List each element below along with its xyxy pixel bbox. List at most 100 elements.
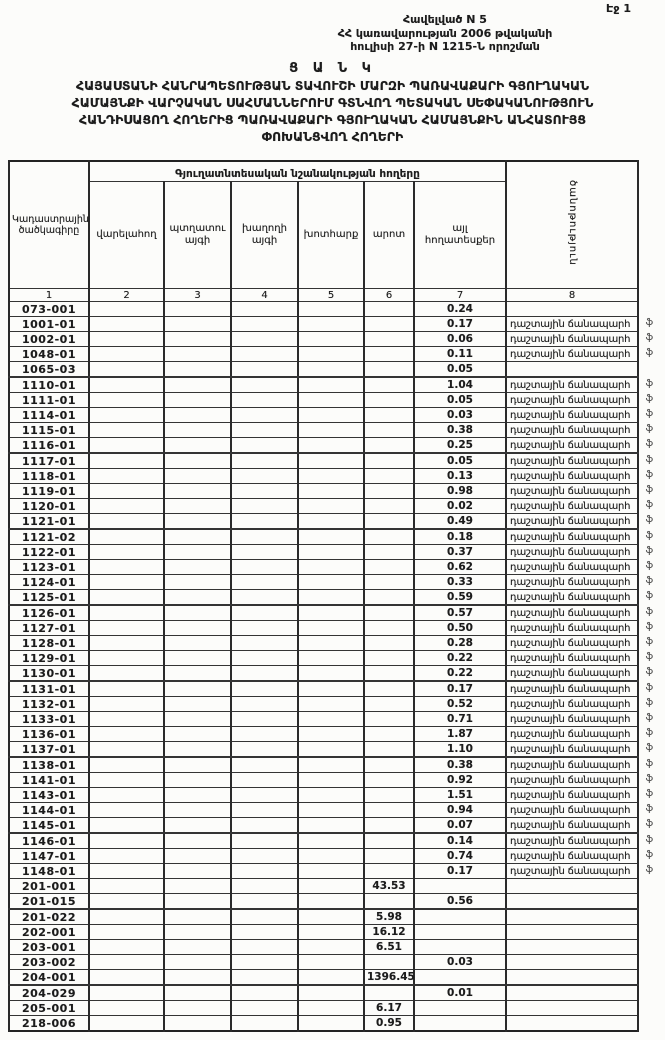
orchard-cell xyxy=(163,437,232,454)
header-note: ծանոթություն xyxy=(505,160,640,289)
orchard-cell xyxy=(163,787,232,803)
arable-cell xyxy=(88,863,165,879)
note-cell: դաշտային ճանապարհ ֆ xyxy=(505,331,653,347)
arable-cell xyxy=(88,756,165,773)
table-row: 204-029 0.01 xyxy=(8,984,640,1001)
hayfield-cell xyxy=(297,954,365,970)
note-cell: դաշտային ճանապարհ ֆ xyxy=(505,407,653,423)
other-lands-cell: 0.07 xyxy=(412,817,508,834)
cadastral-code-cell: 1122-01 xyxy=(8,544,90,560)
margin-artifact-mark: ֆ xyxy=(645,455,654,465)
arable-cell xyxy=(88,620,165,636)
other-lands-cell xyxy=(412,969,508,986)
other-lands-cell: 0.71 xyxy=(412,711,508,727)
land-transfer-table: Կադաստրային ծածկագիրը Գյուղատնտեսական նշ… xyxy=(8,160,653,1032)
arable-cell xyxy=(88,301,165,317)
margin-artifact-mark: ֆ xyxy=(645,333,654,343)
orchard-cell xyxy=(163,817,232,834)
pasture-cell xyxy=(363,407,415,423)
vineyard-cell xyxy=(230,498,299,514)
cadastral-code-cell: 1137-01 xyxy=(8,741,90,758)
margin-artifact-mark: ֆ xyxy=(645,561,654,571)
orchard-cell xyxy=(163,984,232,1001)
note-cell: դաշտային ճանապարհ ֆ xyxy=(505,498,653,514)
note-cell: դաշտային ճանապարհ ֆ xyxy=(505,544,653,560)
vineyard-cell xyxy=(230,513,299,530)
cadastral-code-cell: 201-015 xyxy=(8,893,90,910)
cadastral-code-cell: 1148-01 xyxy=(8,863,90,879)
margin-artifact-mark: ֆ xyxy=(645,515,654,525)
orchard-cell xyxy=(163,301,232,317)
hayfield-cell xyxy=(297,787,365,803)
pasture-cell xyxy=(363,437,415,454)
pasture-cell xyxy=(363,513,415,530)
table-row: 201-022 5.98 xyxy=(8,908,640,925)
pasture-cell xyxy=(363,635,415,651)
table-header: Կադաստրային ծածկագիրը Գյուղատնտեսական նշ… xyxy=(8,160,640,302)
note-cell: դաշտային ճանապարհ ֆ xyxy=(505,772,653,788)
orchard-cell xyxy=(163,969,232,986)
orchard-cell xyxy=(163,954,232,970)
pasture-cell xyxy=(363,376,415,393)
table-row: 1130-01 0.22 դաշտային ճանապարհ ֆ xyxy=(8,665,653,682)
arable-cell xyxy=(88,711,165,727)
pasture-cell xyxy=(363,346,415,362)
pasture-cell: 5.98 xyxy=(363,908,415,925)
table-row: 1144-01 0.94 դաշտային ճանապարհ ֆ xyxy=(8,802,653,818)
arable-cell xyxy=(88,316,165,332)
cadastral-code-cell: 1123-01 xyxy=(8,559,90,575)
arable-cell xyxy=(88,802,165,818)
other-lands-cell: 0.22 xyxy=(412,665,508,682)
arable-cell xyxy=(88,969,165,986)
column-number: 2 xyxy=(88,288,165,302)
table-row: 203-001 6.51 xyxy=(8,939,640,955)
orchard-cell xyxy=(163,756,232,773)
table-row: 1121-01 0.49 դաշտային ճանապարհ ֆ xyxy=(8,513,653,530)
arable-cell xyxy=(88,726,165,742)
vineyard-cell xyxy=(230,665,299,682)
other-lands-cell xyxy=(412,878,508,894)
note-cell: դաշտային ճանապարհ ֆ xyxy=(505,726,653,742)
cadastral-code-cell: 1130-01 xyxy=(8,665,90,682)
other-lands-cell: 0.05 xyxy=(412,361,508,378)
table-row: 1143-01 1.51 դաշտային ճանապարհ ֆ xyxy=(8,787,653,803)
orchard-cell xyxy=(163,498,232,514)
pasture-cell xyxy=(363,392,415,408)
note-cell: դաշտային ճանապարհ ֆ xyxy=(505,376,653,393)
cadastral-code-cell: 1138-01 xyxy=(8,756,90,773)
note-cell xyxy=(505,954,640,970)
margin-artifact-mark: ֆ xyxy=(645,835,654,845)
note-cell: դաշտային ճանապարհ ֆ xyxy=(505,650,653,666)
table-row: 1132-01 0.52 դաշտային ճանապարհ ֆ xyxy=(8,696,653,712)
note-cell xyxy=(505,908,640,925)
cadastral-code-cell: 201-001 xyxy=(8,878,90,894)
orchard-cell xyxy=(163,711,232,727)
note-cell: դաշտային ճանապարհ ֆ xyxy=(505,741,653,758)
note-cell: դաշտային ճանապարհ ֆ xyxy=(505,802,653,818)
hayfield-cell xyxy=(297,392,365,408)
vineyard-cell xyxy=(230,392,299,408)
orchard-cell xyxy=(163,802,232,818)
pasture-cell xyxy=(363,680,415,697)
header-hayfield: խոտհարք xyxy=(297,181,365,289)
vineyard-cell xyxy=(230,407,299,423)
other-lands-cell: 0.22 xyxy=(412,650,508,666)
cadastral-code-cell: 1147-01 xyxy=(8,848,90,864)
arable-cell xyxy=(88,483,165,499)
hayfield-cell xyxy=(297,680,365,697)
pasture-cell xyxy=(363,574,415,590)
arable-cell xyxy=(88,468,165,484)
cadastral-code-cell: 1145-01 xyxy=(8,817,90,834)
orchard-cell xyxy=(163,908,232,925)
vineyard-cell xyxy=(230,908,299,925)
vineyard-cell xyxy=(230,696,299,712)
other-lands-cell: 0.01 xyxy=(412,984,508,1001)
vineyard-cell xyxy=(230,361,299,378)
hayfield-cell xyxy=(297,301,365,317)
orchard-cell xyxy=(163,680,232,697)
arable-cell xyxy=(88,832,165,849)
hayfield-cell xyxy=(297,559,365,575)
orchard-cell xyxy=(163,574,232,590)
table-row: 1127-01 0.50 դաշտային ճանապարհ ֆ xyxy=(8,620,653,636)
